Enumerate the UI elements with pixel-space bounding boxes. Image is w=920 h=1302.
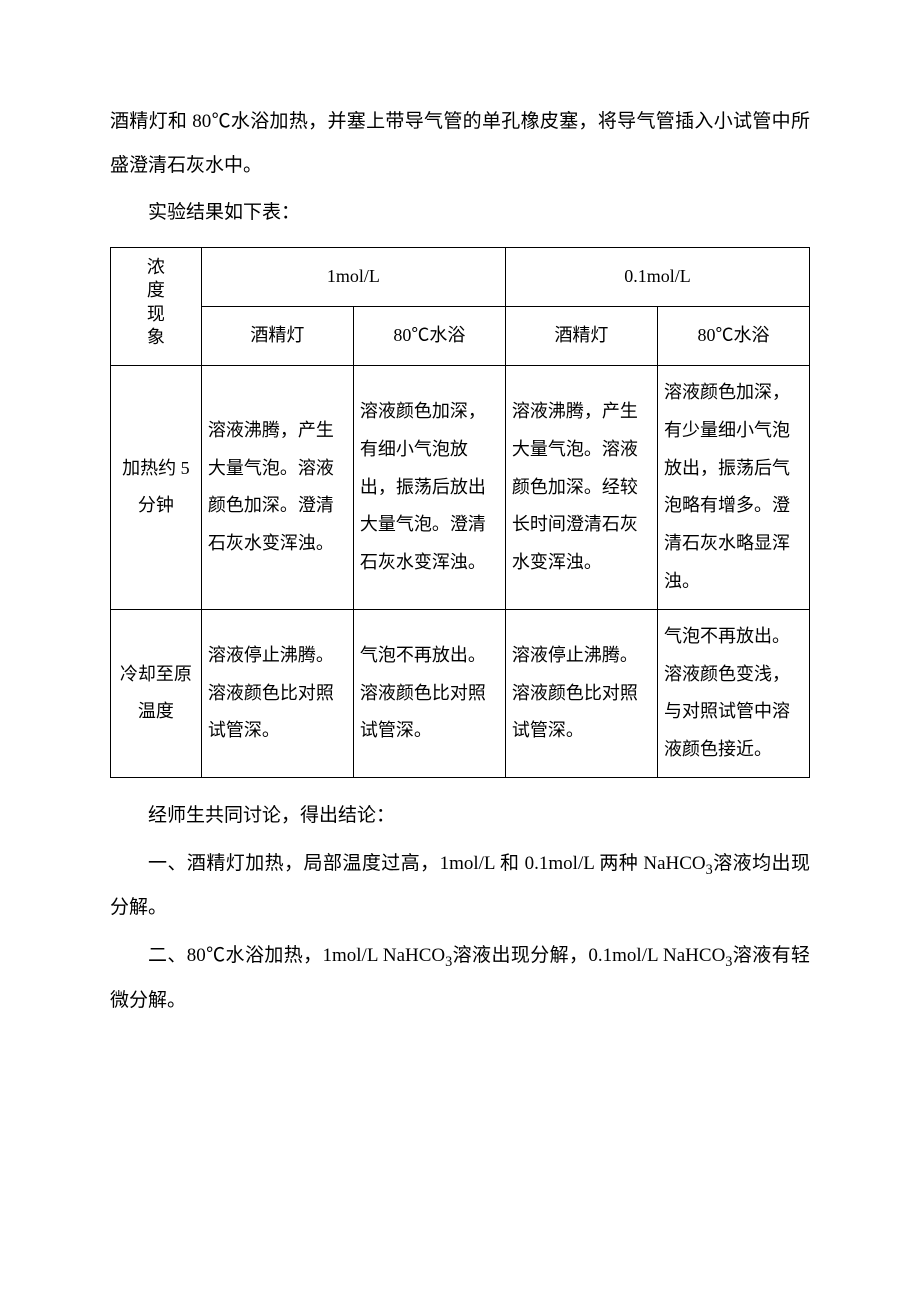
subscript-3: 3	[706, 861, 713, 877]
row2-cell3: 溶液停止沸腾。溶液颜色比对照试管深。	[505, 609, 657, 777]
subcol-4: 80℃水浴	[657, 307, 809, 366]
row2-label: 冷却至原温度	[111, 609, 202, 777]
row2-cell1: 溶液停止沸腾。溶液颜色比对照试管深。	[201, 609, 353, 777]
experiment-results-table: 浓度现象 1mol/L 0.1mol/L 酒精灯 80℃水浴 酒精灯 80℃水浴…	[110, 247, 810, 778]
intro-paragraph-2: 实验结果如下表：	[110, 191, 810, 235]
row-header-label: 浓度现象	[145, 256, 167, 350]
subcol-3: 酒精灯	[505, 307, 657, 366]
col-group-2: 0.1mol/L	[505, 248, 809, 307]
table-row: 冷却至原温度 溶液停止沸腾。溶液颜色比对照试管深。 气泡不再放出。溶液颜色比对照…	[111, 609, 810, 777]
conclusion-2-mid: 溶液出现分解，0.1mol/L NaHCO	[452, 945, 725, 966]
table-header-row-1: 浓度现象 1mol/L 0.1mol/L	[111, 248, 810, 307]
table-row: 加热约 5 分钟 溶液沸腾，产生大量气泡。溶液颜色加深。澄清石灰水变浑浊。 溶液…	[111, 366, 810, 610]
col-group-1: 1mol/L	[201, 248, 505, 307]
conclusion-1: 一、酒精灯加热，局部温度过高，1mol/L 和 0.1mol/L 两种 NaHC…	[110, 842, 810, 930]
row1-label: 加热约 5 分钟	[111, 366, 202, 610]
conclusion-2: 二、80℃水浴加热，1mol/L NaHCO3溶液出现分解，0.1mol/L N…	[110, 934, 810, 1022]
subcol-2: 80℃水浴	[353, 307, 505, 366]
row1-cell1: 溶液沸腾，产生大量气泡。溶液颜色加深。澄清石灰水变浑浊。	[201, 366, 353, 610]
row-header-label-cell: 浓度现象	[111, 248, 202, 366]
row2-cell2: 气泡不再放出。溶液颜色比对照试管深。	[353, 609, 505, 777]
conclusion-intro: 经师生共同讨论，得出结论：	[110, 794, 810, 838]
table-header-row-2: 酒精灯 80℃水浴 酒精灯 80℃水浴	[111, 307, 810, 366]
row1-cell2: 溶液颜色加深，有细小气泡放出，振荡后放出大量气泡。澄清石灰水变浑浊。	[353, 366, 505, 610]
row1-cell3: 溶液沸腾，产生大量气泡。溶液颜色加深。经较长时间澄清石灰水变浑浊。	[505, 366, 657, 610]
row2-cell4: 气泡不再放出。溶液颜色变浅，与对照试管中溶液颜色接近。	[657, 609, 809, 777]
conclusion-1-prefix: 一、酒精灯加热，局部温度过高，1mol/L 和 0.1mol/L 两种 NaHC…	[148, 853, 706, 874]
conclusion-2-prefix: 二、80℃水浴加热，1mol/L NaHCO	[148, 945, 445, 966]
row1-cell4: 溶液颜色加深，有少量细小气泡放出，振荡后气泡略有增多。澄清石灰水略显浑浊。	[657, 366, 809, 610]
subcol-1: 酒精灯	[201, 307, 353, 366]
intro-paragraph-1: 酒精灯和 80℃水浴加热，并塞上带导气管的单孔橡皮塞，将导气管插入小试管中所盛澄…	[110, 100, 810, 187]
